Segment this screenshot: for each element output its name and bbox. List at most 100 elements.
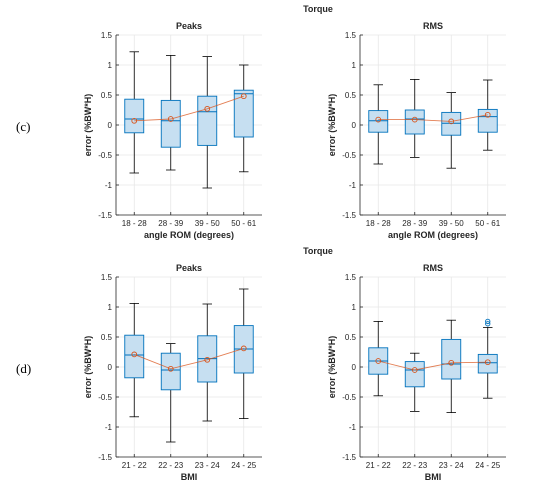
- x-tick-label: 21 - 22: [366, 461, 391, 470]
- box-0: [124, 51, 145, 174]
- box-2: [197, 56, 218, 189]
- box-2: [441, 319, 462, 414]
- outlier-point-1: [485, 318, 491, 325]
- x-tick-label: 50 - 61: [231, 219, 256, 228]
- y-tick-label: 1: [108, 303, 113, 312]
- x-tick-label: 23 - 24: [195, 461, 220, 470]
- box-iqr: [477, 353, 498, 374]
- box-iqr: [368, 110, 389, 133]
- box-iqr: [160, 99, 181, 148]
- mean-marker-2: [448, 118, 455, 125]
- y-tick-label: 0.5: [345, 333, 357, 342]
- y-tick-label: 0: [108, 363, 113, 372]
- box-3: [233, 64, 254, 173]
- panel-title: RMS: [423, 263, 443, 273]
- y-tick-label: -1: [349, 181, 357, 190]
- box-3: [477, 79, 498, 151]
- x-tick-label: 18 - 28: [366, 219, 391, 228]
- box-iqr: [477, 108, 498, 133]
- mean-marker-1: [411, 367, 418, 373]
- y-tick-label: -1: [105, 423, 113, 432]
- mean-marker-2: [448, 359, 455, 366]
- y-tick-label: -0.5: [98, 393, 112, 402]
- panel-title: RMS: [423, 21, 443, 31]
- panel-1: -1.5 -1 -0.5 0 0.5 1 1.5 18 - 28 28 - 39 39 - 50 5…: [327, 21, 506, 240]
- mean-marker-0: [375, 116, 382, 123]
- box-iqr: [233, 89, 254, 138]
- y-tick-label: -1.5: [342, 453, 356, 462]
- box-3: [477, 326, 498, 399]
- panels: -1.5 -1 -0.5 0 0.5 1 1.5 18 - 28 28 - 39 39 - 50 5…: [83, 21, 506, 482]
- mean-line: [378, 114, 488, 122]
- y-axis-label: error (%BW*H): [83, 336, 93, 399]
- mean-marker-1: [167, 365, 174, 372]
- y-tick-label: 1.5: [101, 273, 113, 282]
- outlier-point-0: [485, 321, 491, 327]
- y-tick-label: 0: [108, 121, 113, 130]
- x-tick-label: 21 - 22: [122, 461, 147, 470]
- mean-marker-1: [167, 116, 174, 122]
- x-tick-label: 24 - 25: [475, 461, 500, 470]
- box-iqr: [441, 338, 462, 380]
- panel-3: -1.5 -1 -0.5 0 0.5 1 1.5 21 - 22 22 - 23 23 - 24 2…: [327, 263, 506, 482]
- box-3: [233, 288, 254, 420]
- y-tick-label: 1.5: [345, 31, 357, 40]
- mean-line: [134, 95, 244, 122]
- panel-title: Peaks: [176, 263, 202, 273]
- box-2: [197, 303, 218, 422]
- mean-line: [134, 347, 244, 370]
- y-tick-label: 1.5: [345, 273, 357, 282]
- box-iqr: [197, 95, 218, 146]
- y-tick-label: -1.5: [98, 211, 112, 220]
- x-tick-label: 24 - 25: [231, 461, 256, 470]
- y-tick-label: -0.5: [342, 151, 356, 160]
- mean-marker-3: [484, 111, 491, 118]
- panel-2: -1.5 -1 -0.5 0 0.5 1 1.5 21 - 22 22 - 23 23 - 24 2…: [83, 263, 262, 482]
- box-0: [368, 84, 389, 165]
- y-tick-label: -0.5: [98, 151, 112, 160]
- y-tick-label: 0.5: [101, 91, 113, 100]
- x-axis-label: angle ROM (degrees): [144, 230, 234, 240]
- y-tick-label: -1.5: [98, 453, 112, 462]
- y-tick-label: -1: [105, 181, 113, 190]
- mean-marker-0: [131, 117, 138, 124]
- x-tick-label: 18 - 28: [122, 219, 147, 228]
- y-tick-label: -1.5: [342, 211, 356, 220]
- y-axis-label: error (%BW*H): [327, 94, 337, 157]
- mean-marker-2: [204, 356, 211, 363]
- x-axis-label: angle ROM (degrees): [388, 230, 478, 240]
- x-axis-label: BMI: [181, 472, 198, 482]
- box-iqr: [404, 361, 425, 388]
- mean-marker-0: [131, 351, 138, 358]
- y-tick-label: -0.5: [342, 393, 356, 402]
- mean-marker-3: [240, 93, 247, 100]
- y-tick-label: 0: [352, 363, 357, 372]
- mean-marker-3: [240, 345, 247, 352]
- y-tick-label: 0.5: [101, 333, 113, 342]
- x-tick-label: 50 - 61: [475, 219, 500, 228]
- y-tick-label: 0.5: [345, 91, 357, 100]
- y-tick-label: 1.5: [101, 31, 113, 40]
- y-tick-label: -1: [349, 423, 357, 432]
- row-title-top: Torque: [303, 4, 333, 14]
- box-iqr: [124, 98, 145, 134]
- panel-0: -1.5 -1 -0.5 0 0.5 1 1.5 18 - 28 28 - 39 39 - 50 5…: [83, 21, 262, 240]
- x-tick-label: 22 - 23: [402, 461, 427, 470]
- row-label-c: (c): [16, 119, 30, 134]
- x-tick-label: 23 - 24: [439, 461, 464, 470]
- y-tick-label: 1: [352, 303, 357, 312]
- box-1: [160, 55, 181, 171]
- mean-marker-1: [411, 116, 418, 123]
- row-label-d: (d): [16, 361, 31, 376]
- y-axis-label: error (%BW*H): [83, 94, 93, 157]
- x-tick-label: 39 - 50: [195, 219, 220, 228]
- mean-marker-3: [484, 359, 491, 366]
- x-axis-label: BMI: [425, 472, 442, 482]
- box-1: [404, 352, 425, 412]
- y-tick-label: 1: [352, 61, 357, 70]
- mean-marker-2: [204, 105, 211, 112]
- x-tick-label: 22 - 23: [158, 461, 183, 470]
- x-tick-label: 28 - 39: [402, 219, 427, 228]
- x-tick-label: 28 - 39: [158, 219, 183, 228]
